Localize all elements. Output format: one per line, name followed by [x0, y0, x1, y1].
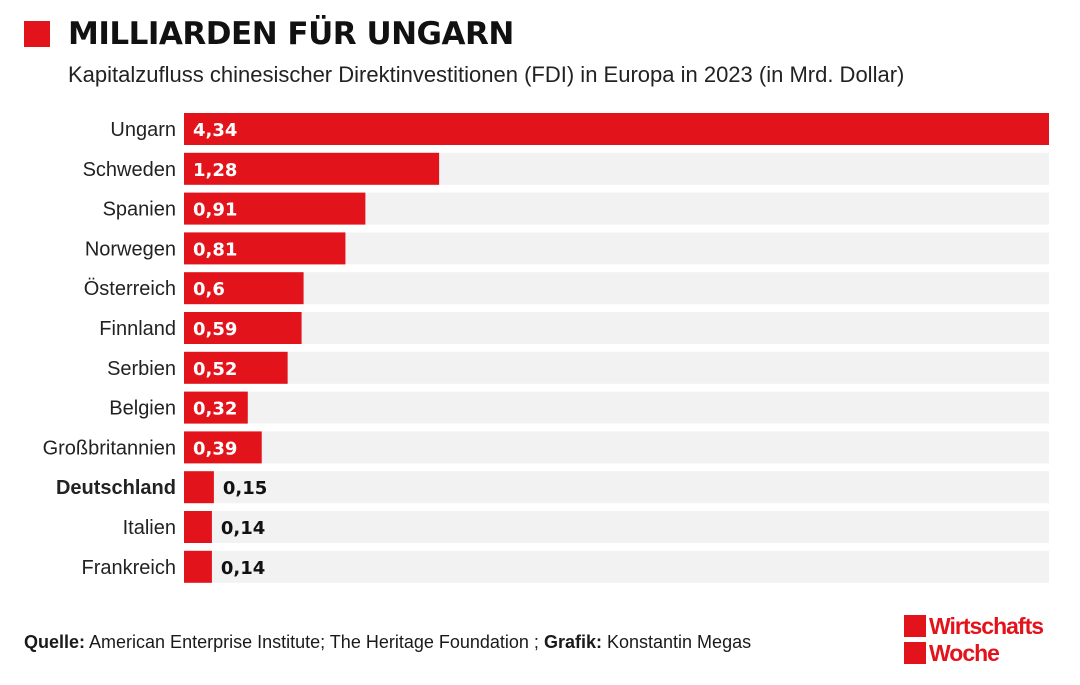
value-label: 0,91 — [193, 200, 237, 221]
value-label: 0,52 — [193, 359, 237, 380]
logo-square-bottom — [904, 642, 926, 664]
bar-track — [184, 272, 1049, 305]
logo-line-1: Wirtschafts — [929, 613, 1044, 639]
title-row: MILLIARDEN FÜR UNGARN — [24, 14, 514, 54]
bar — [184, 113, 1049, 145]
category-label: Großbritannien — [43, 437, 176, 459]
value-label: 0,39 — [193, 438, 237, 459]
bar-track — [184, 351, 1049, 384]
value-label: 0,32 — [193, 399, 237, 420]
bar-track — [184, 511, 1049, 543]
bar-track — [184, 431, 1049, 464]
bar — [184, 550, 212, 583]
category-label: Deutschland — [56, 477, 176, 499]
bar — [184, 192, 366, 225]
value-label: 0,6 — [193, 279, 225, 300]
category-label: Finnland — [99, 318, 176, 340]
category-label: Italien — [123, 517, 176, 539]
logo-line-2: Woche — [929, 640, 1000, 666]
graphic-label: Grafik: — [543, 632, 602, 652]
chart-subtitle: Kapitalzufluss chinesischer Direktinvest… — [68, 62, 905, 87]
bar-track — [184, 471, 1049, 504]
value-label: 0,14 — [221, 558, 265, 579]
category-label: Norwegen — [85, 238, 176, 260]
source-label: Quelle: — [24, 632, 86, 652]
bar — [184, 272, 304, 305]
source-text: American Enterprise Institute; The Herit… — [89, 632, 539, 652]
bar — [184, 312, 302, 344]
title-marker — [24, 21, 50, 47]
category-label: Frankreich — [82, 557, 176, 579]
category-label: Spanien — [103, 199, 176, 221]
bar — [184, 391, 248, 424]
bar — [184, 152, 440, 185]
category-label: Schweden — [83, 159, 176, 181]
bar-track — [184, 550, 1049, 583]
value-label: 0,15 — [223, 478, 267, 499]
bar-track — [184, 391, 1049, 424]
category-label: Belgien — [109, 398, 176, 420]
value-label: 0,81 — [193, 239, 237, 260]
bar — [184, 431, 262, 464]
logo-square-top — [904, 615, 926, 637]
chart-title: MILLIARDEN FÜR UNGARN — [68, 16, 514, 52]
category-label: Serbien — [107, 358, 176, 380]
bar-track — [184, 312, 1049, 344]
category-label: Österreich — [84, 278, 176, 300]
value-label: 0,14 — [221, 518, 265, 539]
bar — [184, 471, 214, 504]
bar — [184, 232, 346, 265]
bar — [184, 511, 212, 543]
category-label: Ungarn — [110, 119, 176, 141]
graphic-text: Konstantin Megas — [607, 632, 752, 652]
value-label: 4,34 — [193, 120, 237, 141]
value-label: 1,28 — [193, 160, 237, 181]
value-label: 0,59 — [193, 319, 237, 340]
source-line: Quelle: American Enterprise Institute; T… — [24, 632, 751, 653]
wirtschaftswoche-logo: Wirtschafts Woche — [904, 612, 1064, 668]
bar — [184, 351, 288, 384]
